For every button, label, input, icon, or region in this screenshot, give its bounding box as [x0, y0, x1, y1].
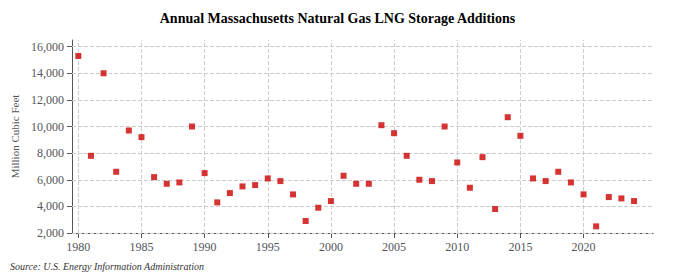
svg-text:8,000: 8,000 [37, 146, 64, 160]
svg-text:1985: 1985 [129, 240, 153, 254]
svg-text:4,000: 4,000 [37, 199, 64, 213]
svg-text:2010: 2010 [445, 240, 469, 254]
svg-text:1990: 1990 [193, 240, 217, 254]
svg-text:2015: 2015 [508, 240, 532, 254]
svg-text:2000: 2000 [319, 240, 343, 254]
svg-text:2,000: 2,000 [37, 226, 64, 240]
svg-text:6,000: 6,000 [37, 173, 64, 187]
svg-text:Million Cubic Feet: Million Cubic Feet [9, 95, 21, 179]
svg-text:Source: U.S. Energy Informatio: Source: U.S. Energy Information Administ… [10, 261, 204, 272]
svg-text:2020: 2020 [572, 240, 596, 254]
svg-text:1995: 1995 [256, 240, 280, 254]
svg-text:16,000: 16,000 [31, 40, 64, 54]
svg-text:12,000: 12,000 [31, 93, 64, 107]
svg-text:10,000: 10,000 [31, 120, 64, 134]
svg-text:Annual Massachusetts Natural G: Annual Massachusetts Natural Gas LNG Sto… [160, 11, 516, 26]
svg-text:2005: 2005 [382, 240, 406, 254]
svg-text:1980: 1980 [66, 240, 90, 254]
svg-text:14,000: 14,000 [31, 66, 64, 80]
